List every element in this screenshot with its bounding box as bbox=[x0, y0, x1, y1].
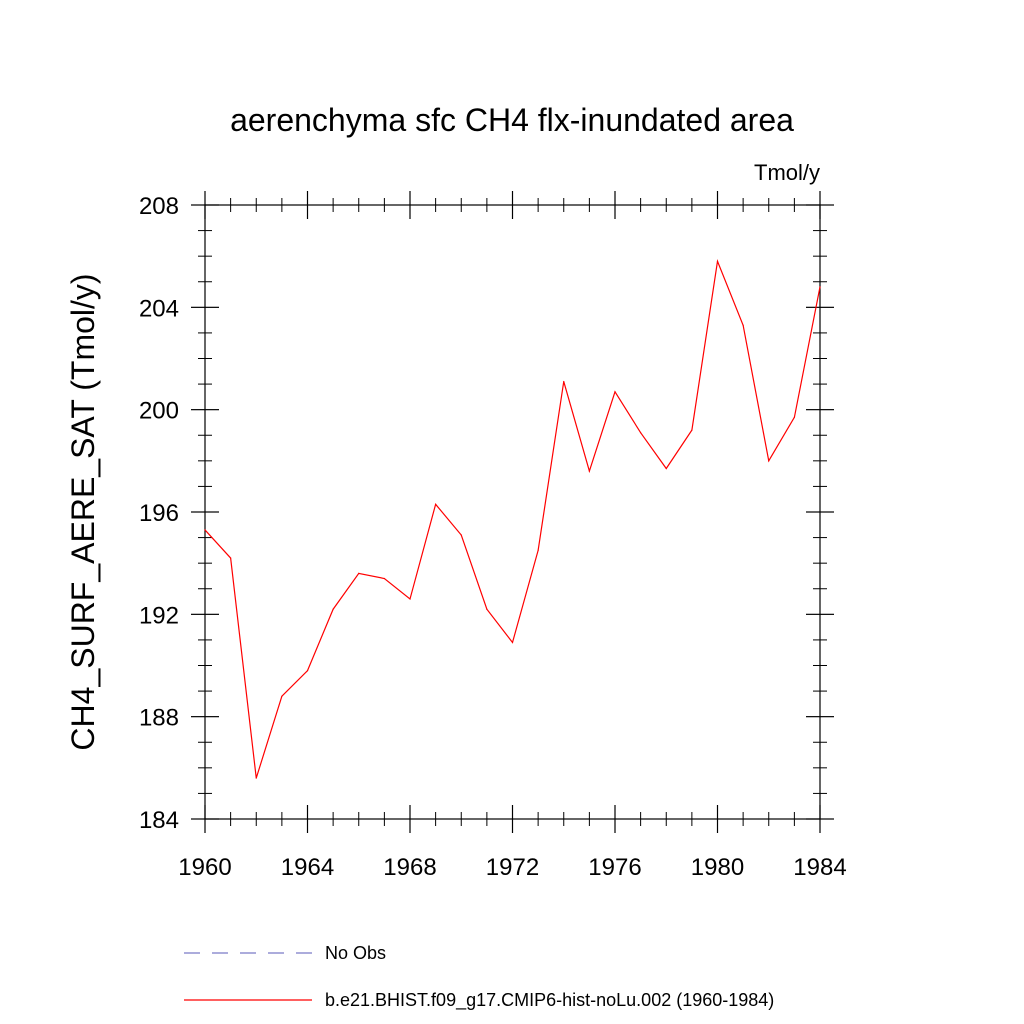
units-label: Tmol/y bbox=[754, 160, 820, 185]
data-point bbox=[640, 432, 642, 434]
y-tick-label: 188 bbox=[139, 705, 179, 732]
series-line bbox=[204, 259, 821, 779]
axis-ticks: 1960 1964 1968 1972 1976 1980 1984 184 188 192 196… bbox=[139, 191, 847, 881]
legend: No Obs b.e21.BHIST.f09_g17.CMIP6-hist-no… bbox=[184, 943, 774, 1011]
data-point bbox=[614, 391, 616, 393]
data-point bbox=[793, 416, 795, 418]
legend-label-no-obs: No Obs bbox=[325, 943, 386, 963]
x-tick-label: 1960 bbox=[178, 854, 231, 881]
data-point bbox=[281, 695, 283, 697]
data-point bbox=[383, 577, 385, 580]
y-axis-label: CH4_SURF_AERE_SAT (Tmol/y) bbox=[65, 273, 101, 750]
y-tick-label: 208 bbox=[139, 193, 179, 220]
x-tick-label: 1964 bbox=[281, 854, 334, 881]
chart-title: aerenchyma sfc CH4 flx-inundated area bbox=[230, 102, 794, 138]
x-tick-label: 1984 bbox=[793, 854, 846, 881]
data-point bbox=[537, 549, 539, 551]
y-tick-label: 204 bbox=[139, 295, 179, 322]
x-tick-label: 1976 bbox=[588, 854, 641, 881]
data-point bbox=[511, 641, 514, 644]
data-point bbox=[460, 534, 462, 536]
data-point bbox=[435, 503, 437, 505]
x-tick-label: 1980 bbox=[691, 854, 744, 881]
data-point bbox=[230, 557, 232, 559]
data-point bbox=[742, 324, 744, 326]
data-point bbox=[358, 572, 360, 575]
data-point bbox=[204, 529, 206, 531]
data-point bbox=[716, 260, 719, 262]
data-point bbox=[819, 286, 821, 288]
data-point bbox=[665, 467, 667, 470]
series-layer bbox=[204, 259, 821, 779]
plot-frame bbox=[204, 204, 821, 820]
data-point bbox=[563, 380, 565, 383]
data-point bbox=[306, 670, 309, 672]
data-point bbox=[332, 608, 334, 610]
data-point bbox=[409, 598, 411, 600]
y-tick-label: 192 bbox=[139, 602, 179, 629]
data-point bbox=[255, 777, 257, 779]
data-point bbox=[588, 470, 590, 472]
x-tick-label: 1968 bbox=[383, 854, 436, 881]
x-tick-label: 1972 bbox=[486, 854, 539, 881]
y-tick-label: 196 bbox=[139, 500, 179, 527]
data-point bbox=[768, 460, 770, 462]
data-point bbox=[486, 608, 488, 610]
y-tick-label: 200 bbox=[139, 398, 179, 425]
y-tick-label: 184 bbox=[139, 807, 179, 834]
legend-label-model: b.e21.BHIST.f09_g17.CMIP6-hist-noLu.002 … bbox=[325, 990, 774, 1011]
data-point bbox=[691, 429, 693, 431]
